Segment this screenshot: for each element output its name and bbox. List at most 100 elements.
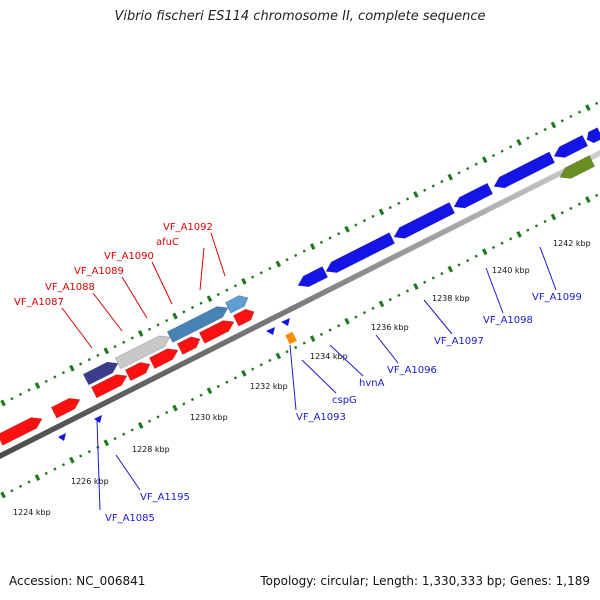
tick-dot [543, 219, 547, 224]
highlight-gene-arrow[interactable] [82, 358, 120, 386]
forward-gene-arrow[interactable] [232, 306, 256, 327]
reverse-gene-arrow[interactable] [295, 266, 329, 291]
tick-major [34, 474, 41, 481]
scale-label: 1224 kbp [13, 508, 51, 517]
tick-dot [268, 358, 272, 363]
reverse-gene-arrow[interactable] [551, 134, 589, 161]
tick-dot [87, 358, 91, 362]
tick-dot [371, 306, 375, 310]
cspg-gene-marker[interactable] [285, 331, 297, 345]
tick-dot [182, 402, 186, 406]
gene-label-vf_a1097[interactable]: VF_A1097 [434, 336, 484, 347]
label-leader [329, 344, 364, 377]
tick-dot [397, 293, 401, 297]
tick-dot [79, 362, 83, 366]
tick-major [206, 387, 213, 395]
tick-dot [251, 367, 255, 371]
tick-dot [491, 245, 496, 250]
reverse-gene-arrow[interactable] [584, 127, 600, 145]
tick-dot [190, 305, 195, 310]
highlight-gene-arrow[interactable] [557, 155, 596, 183]
label-leader [199, 247, 205, 291]
feature-shape [586, 127, 600, 144]
highlight-gene-arrow[interactable] [114, 332, 172, 370]
tick-dot [53, 467, 57, 471]
tick-major [137, 422, 144, 429]
highlight-gene-arrow[interactable] [224, 292, 250, 314]
forward-gene-arrow[interactable] [0, 413, 45, 446]
tick-major [0, 399, 6, 407]
tick-major [275, 260, 282, 268]
small-gene-marker[interactable] [58, 433, 66, 441]
tick-dot [294, 253, 298, 258]
page-title: Vibrio fischeri ES114 chromosome II, com… [114, 9, 486, 24]
tick-major [103, 347, 110, 355]
small-gene-marker[interactable] [266, 327, 275, 335]
tick-dot [362, 219, 367, 223]
tick-dot [44, 379, 48, 383]
gene-label-vf_a1087[interactable]: VF_A1087 [14, 297, 64, 308]
gene-label-vf_a1085[interactable]: VF_A1085 [105, 513, 155, 524]
gene-label-vf_a1099[interactable]: VF_A1099 [532, 292, 582, 303]
tick-major [344, 317, 350, 325]
tick-dot [79, 454, 83, 458]
tick-major [69, 364, 75, 372]
tick-dot [440, 271, 444, 276]
forward-gene-arrow[interactable] [90, 371, 129, 399]
gene-label-vf_a1088[interactable]: VF_A1088 [45, 282, 95, 293]
gene-label-vf_a1195[interactable]: VF_A1195 [140, 492, 190, 503]
tick-major [481, 248, 488, 256]
tick-major [172, 312, 178, 320]
gene-label-vf_a1098[interactable]: VF_A1098 [483, 315, 533, 326]
scale-label: 1238 kbp [432, 294, 470, 303]
tick-major [585, 104, 591, 112]
tick-dot [182, 310, 186, 314]
feature-shape [0, 417, 43, 446]
tick-dot [199, 393, 203, 397]
gene-label-vf_a1089[interactable]: VF_A1089 [74, 266, 124, 277]
reverse-gene-arrow[interactable] [451, 182, 494, 212]
forward-gene-arrow[interactable] [124, 359, 152, 382]
gene-label-hvna[interactable]: hvnA [359, 378, 385, 389]
scale-label: 1240 kbp [492, 266, 530, 275]
tick-dot [397, 201, 401, 205]
tick-dot [302, 249, 306, 253]
tick-dot [10, 397, 14, 401]
genome-summary-text: Topology: circular; Length: 1,330,333 bp… [260, 574, 590, 588]
tick-dot [319, 332, 324, 336]
tick-dot [113, 437, 117, 441]
gene-label-afuc[interactable]: afuC [156, 237, 179, 248]
feature-shape [325, 232, 396, 273]
feature-shape [493, 151, 556, 189]
highlight-gene-arrow[interactable] [166, 303, 230, 343]
small-gene-marker[interactable] [281, 318, 290, 326]
gene-label-vf_a1090[interactable]: VF_A1090 [104, 251, 154, 262]
gene-label-vf_a1093[interactable]: VF_A1093 [296, 412, 346, 423]
gene-label-cspg[interactable]: cspG [332, 395, 357, 406]
tick-dot [526, 228, 530, 232]
tick-dot [113, 345, 117, 349]
reverse-gene-arrow[interactable] [491, 151, 556, 192]
reverse-gene-arrow[interactable] [391, 201, 456, 242]
tick-dot [337, 324, 341, 328]
small-gene-marker[interactable] [94, 415, 102, 423]
gene-label-vf_a1092[interactable]: VF_A1092 [163, 222, 213, 233]
tick-dot [44, 471, 48, 475]
tick-major [172, 404, 178, 412]
feature-shape [176, 336, 201, 355]
tick-dot [259, 363, 263, 367]
tick-dot [147, 419, 152, 423]
tick-major [516, 230, 522, 238]
forward-gene-arrow[interactable] [176, 334, 202, 355]
tick-dot [27, 388, 31, 392]
forward-gene-arrow[interactable] [198, 316, 236, 344]
forward-gene-arrow[interactable] [50, 394, 82, 419]
feature-shape [148, 348, 179, 369]
tick-dot [233, 284, 238, 288]
tick-dot [595, 193, 599, 198]
tick-dot [268, 266, 272, 271]
reverse-gene-arrow[interactable] [323, 232, 396, 277]
gene-label-vf_a1096[interactable]: VF_A1096 [387, 365, 437, 376]
forward-gene-arrow[interactable] [148, 345, 180, 369]
label-leader [423, 299, 453, 335]
